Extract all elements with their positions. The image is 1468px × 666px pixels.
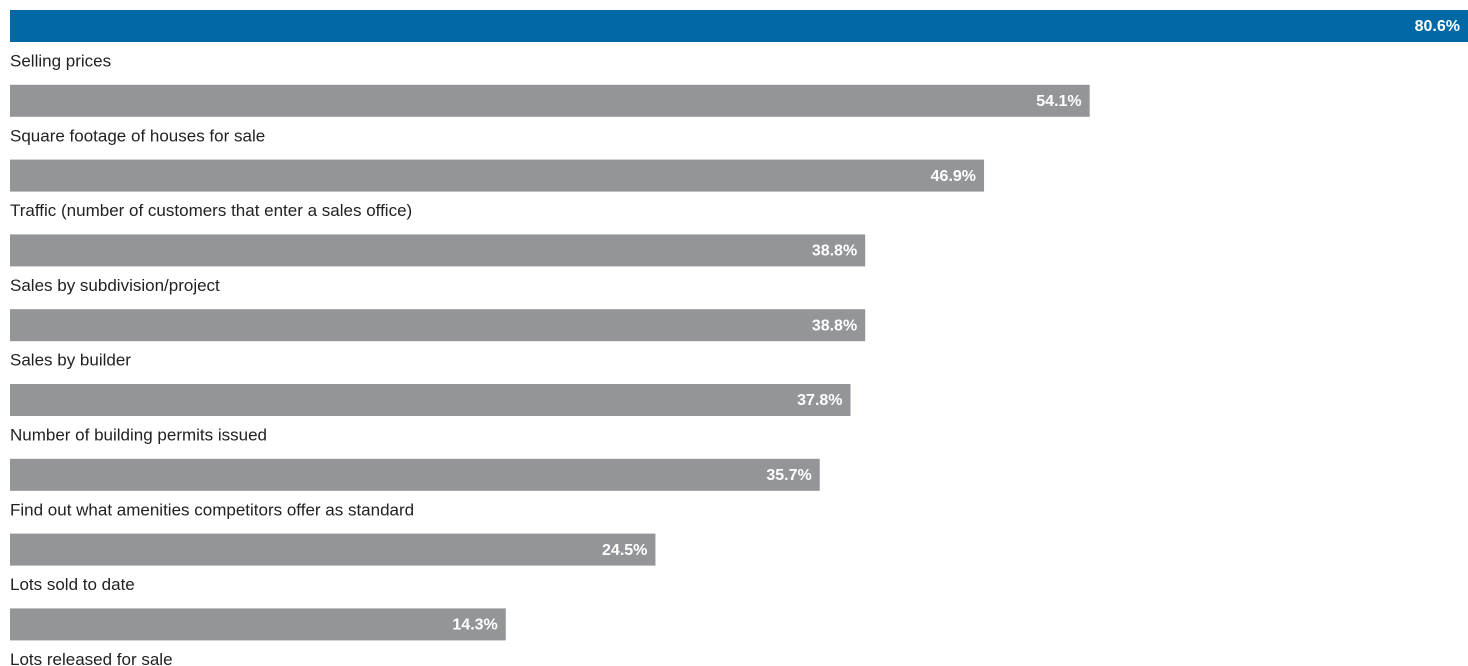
value-label: 38.8% [812,317,857,334]
value-label: 80.6% [1415,18,1460,35]
category-label: Square footage of houses for sale [10,126,265,145]
bar [10,533,656,566]
bar [10,159,985,192]
category-label: Find out what amenities competitors offe… [10,500,414,519]
value-label: 54.1% [1036,93,1081,110]
category-label: Number of building permits issued [10,425,267,444]
category-label: Sales by builder [10,351,131,370]
bar [10,458,820,491]
bar [10,10,1468,42]
category-label: Lots released for sale [10,650,173,666]
value-label: 14.3% [452,617,497,634]
bar [10,608,506,641]
value-label: 38.8% [812,243,857,260]
category-label: Traffic (number of customers that enter … [10,201,412,220]
value-label: 24.5% [602,542,647,559]
value-label: 46.9% [931,168,976,185]
bar [10,84,1090,117]
category-label: Sales by subdivision/project [10,276,220,295]
value-label: 35.7% [766,467,811,484]
bar [10,384,851,416]
category-label: Selling prices [10,51,111,70]
category-label: Lots sold to date [10,575,135,594]
bar [10,234,866,267]
bar [10,309,866,342]
value-label: 37.8% [797,392,842,409]
